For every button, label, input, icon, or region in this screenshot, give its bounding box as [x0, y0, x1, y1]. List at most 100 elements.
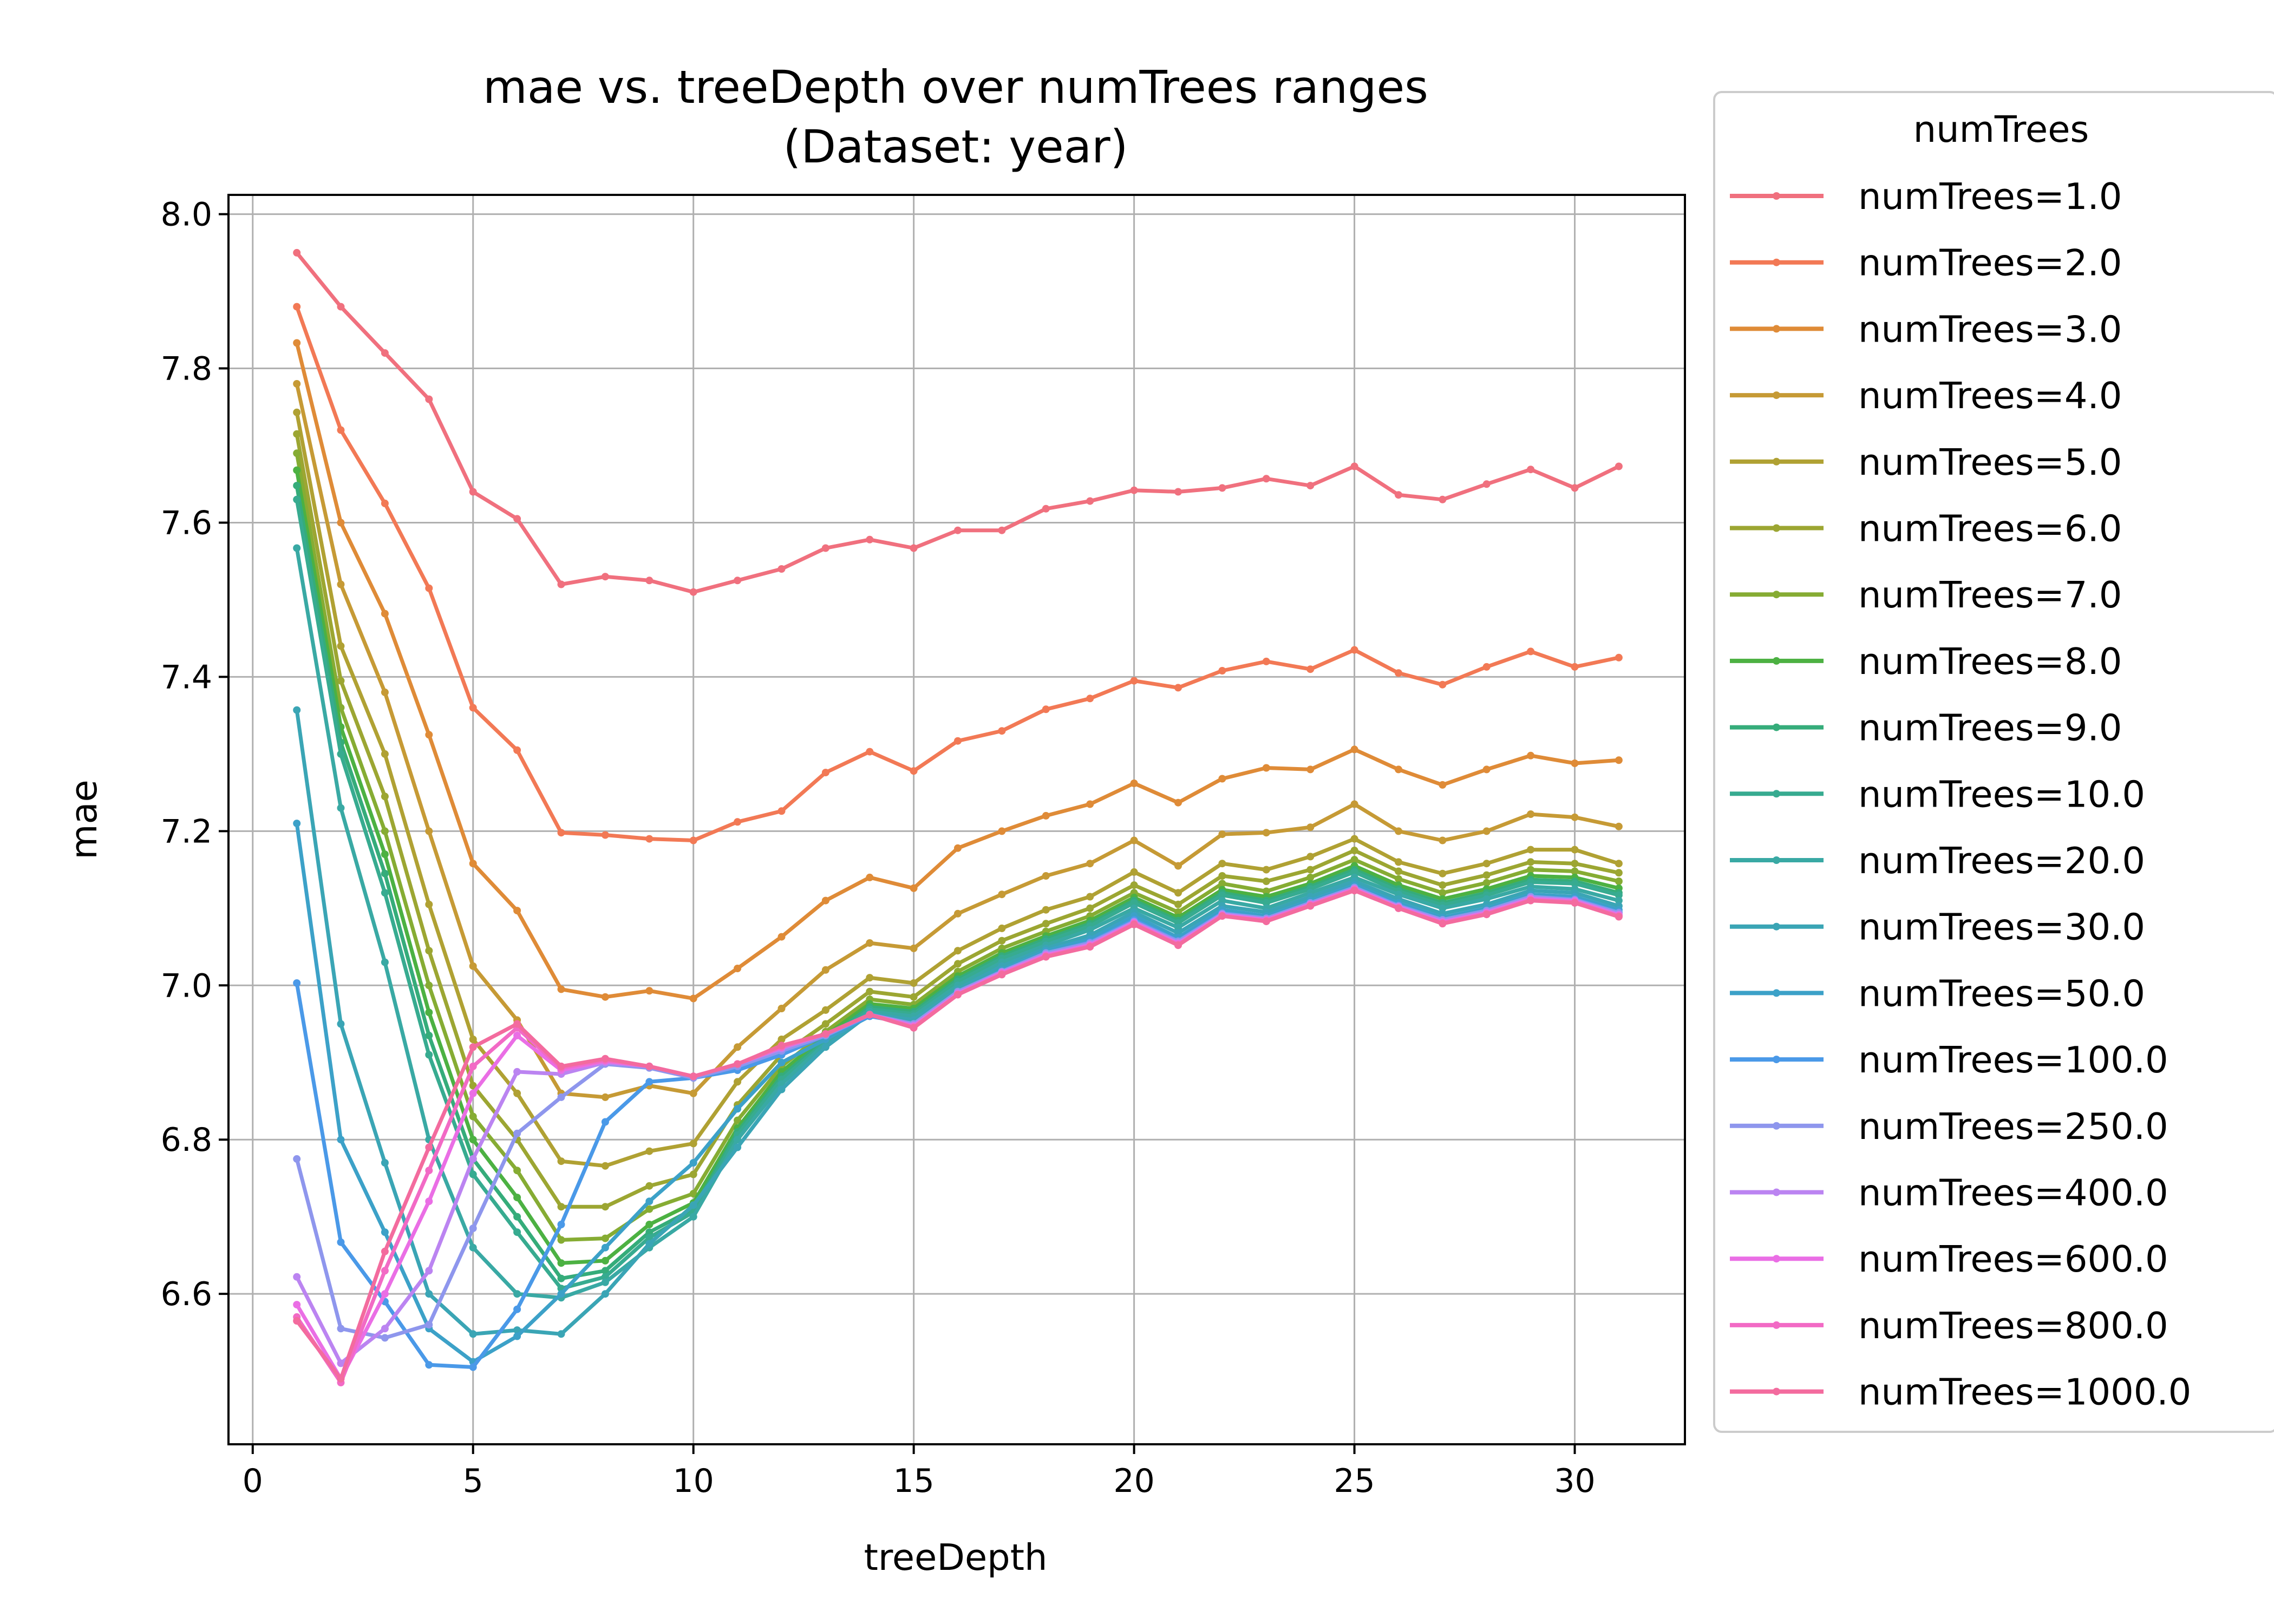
legend-marker — [1773, 790, 1780, 798]
data-point — [381, 793, 389, 801]
data-point — [513, 1290, 521, 1298]
data-point — [1306, 873, 1315, 881]
data-point — [645, 1234, 654, 1242]
data-point — [821, 1020, 829, 1028]
data-point — [998, 890, 1006, 899]
series-group — [293, 303, 1623, 844]
data-point — [1439, 920, 1447, 928]
data-point — [1262, 764, 1270, 772]
data-point — [337, 1374, 345, 1383]
data-point — [337, 750, 345, 758]
data-point — [293, 430, 301, 438]
x-axis-ticks: 0 5 10 15 20 25 30 — [243, 1444, 1596, 1500]
data-point — [1306, 482, 1315, 490]
legend-label: numTrees=250.0 — [1858, 1105, 2168, 1148]
data-point — [381, 827, 389, 835]
data-point — [1262, 657, 1270, 665]
data-point — [1615, 869, 1623, 877]
data-point — [1395, 867, 1402, 875]
data-point — [1527, 846, 1535, 854]
data-point — [1615, 913, 1623, 921]
legend-label: numTrees=400.0 — [1858, 1172, 2168, 1214]
data-point — [1615, 756, 1623, 764]
data-point — [1527, 751, 1535, 759]
data-point — [1262, 918, 1270, 926]
data-point — [557, 1290, 565, 1298]
plot-area-frame — [227, 194, 1686, 1445]
data-point — [645, 1205, 654, 1213]
y-tick-label: 6.6 — [161, 1275, 212, 1313]
data-point — [954, 909, 962, 918]
data-point — [1218, 860, 1226, 868]
data-point — [1482, 860, 1491, 868]
data-point — [734, 577, 742, 585]
data-point — [1395, 765, 1402, 774]
data-point — [645, 1240, 654, 1248]
chart-title: mae vs. treeDepth over numTrees ranges — [483, 61, 1428, 114]
data-point — [1527, 858, 1535, 866]
legend-label: numTrees=3.0 — [1858, 308, 2122, 350]
data-point — [954, 991, 962, 999]
data-point — [381, 1228, 389, 1236]
data-point — [337, 1359, 345, 1367]
data-point — [293, 408, 301, 416]
series-group — [293, 430, 1623, 1211]
data-point — [1395, 875, 1402, 883]
data-point — [425, 827, 433, 835]
data-point — [469, 704, 477, 712]
data-point — [689, 1140, 697, 1148]
legend-marker — [1773, 591, 1780, 599]
data-point — [381, 1247, 389, 1255]
data-point — [293, 466, 301, 474]
data-point — [1395, 858, 1402, 866]
data-point — [1262, 866, 1270, 874]
data-point — [1218, 775, 1226, 783]
data-point — [469, 1330, 477, 1338]
data-point — [381, 688, 389, 696]
y-tick-label: 7.2 — [161, 813, 212, 850]
data-point — [425, 1009, 433, 1017]
data-point — [337, 677, 345, 685]
data-point — [1174, 798, 1182, 807]
data-point — [954, 737, 962, 745]
data-point — [1086, 800, 1094, 808]
data-point — [1482, 765, 1491, 774]
data-point — [601, 1256, 609, 1265]
data-point — [337, 1136, 345, 1144]
data-point — [1527, 896, 1535, 905]
data-point — [381, 1267, 389, 1275]
data-point — [513, 1020, 521, 1028]
data-point — [645, 987, 654, 995]
data-point — [425, 1031, 433, 1039]
data-point — [1571, 880, 1579, 888]
data-point — [293, 1317, 301, 1325]
data-point — [689, 836, 697, 844]
data-point — [1086, 926, 1094, 934]
data-point — [1218, 872, 1226, 880]
data-point — [469, 1082, 477, 1090]
legend-label: numTrees=9.0 — [1858, 707, 2122, 749]
data-point — [1350, 800, 1358, 808]
data-point — [1439, 781, 1447, 789]
data-point — [1262, 878, 1270, 885]
data-point — [469, 1155, 477, 1163]
data-point — [1395, 491, 1402, 499]
data-point — [1350, 646, 1358, 654]
data-point — [1527, 466, 1535, 474]
data-point — [601, 993, 609, 1001]
data-point — [601, 1290, 609, 1298]
data-point — [954, 526, 962, 534]
data-point — [1174, 908, 1182, 916]
data-point — [1306, 823, 1315, 831]
data-point — [821, 1030, 829, 1038]
legend-marker — [1773, 856, 1780, 864]
data-point — [689, 994, 697, 1003]
y-tick-label: 7.4 — [161, 658, 212, 696]
legend-label: numTrees=8.0 — [1858, 640, 2122, 683]
legend-label: numTrees=7.0 — [1858, 574, 2122, 616]
x-tick-label: 15 — [893, 1462, 934, 1500]
data-point — [601, 573, 609, 581]
legend-label: numTrees=600.0 — [1858, 1238, 2168, 1280]
series-group — [293, 449, 1623, 1244]
data-point — [1042, 705, 1050, 713]
